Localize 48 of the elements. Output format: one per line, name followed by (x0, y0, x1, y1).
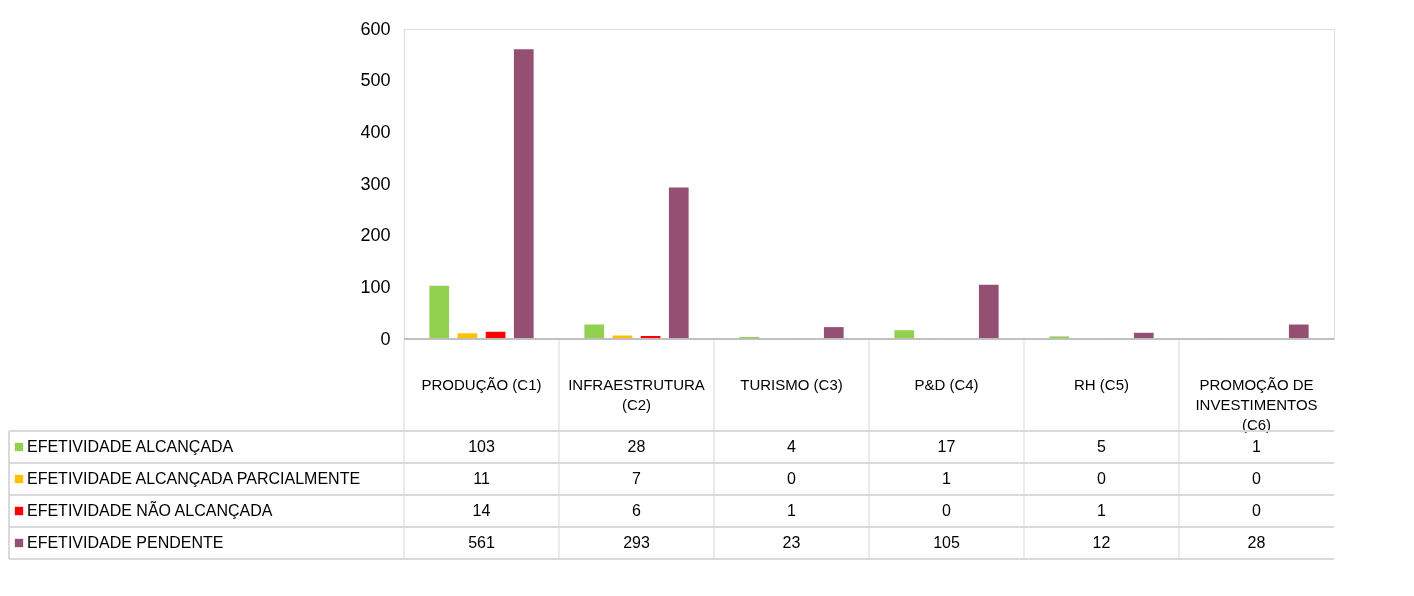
data-label: 6 (632, 502, 642, 519)
x-tick-label: INFRAESTRUTURA (C2) (568, 376, 705, 413)
x-tick-label: P&D (C4) (914, 376, 979, 393)
data-label: 0 (1097, 470, 1107, 487)
data-label: 5 (1097, 438, 1107, 455)
y-tick-label: 400 (360, 121, 391, 142)
data-label: 0 (1252, 502, 1262, 519)
y-tick-label: 500 (360, 70, 391, 91)
legend-label: EFETIVIDADE ALCANÇADA (27, 438, 234, 455)
data-label: 14 (472, 502, 491, 519)
data-label: 1 (787, 502, 797, 519)
bar (584, 324, 605, 339)
y-tick-label: 300 (360, 173, 391, 194)
bar (894, 330, 915, 339)
data-label: 0 (787, 470, 797, 487)
x-tick-label: PRODUÇÃO (C1) (421, 376, 542, 393)
bar (513, 49, 534, 339)
data-label: 0 (1252, 470, 1262, 487)
data-label: 7 (632, 470, 642, 487)
data-label: 561 (468, 534, 495, 551)
data-label: 17 (937, 438, 956, 455)
data-label: 4 (787, 438, 797, 455)
data-label: 23 (782, 534, 801, 551)
data-label: 0 (942, 502, 952, 519)
data-label: 11 (473, 470, 490, 487)
x-tick-label: RH (C5) (1074, 376, 1129, 393)
data-label: 105 (933, 534, 960, 551)
legend-label: EFETIVIDADE NÃO ALCANÇADA (27, 500, 273, 519)
bar (429, 285, 450, 339)
legend-label: EFETIVIDADE PENDENTE (27, 534, 224, 551)
data-label: 1 (1252, 438, 1262, 455)
x-tick-label: TURISMO (C3) (740, 376, 843, 393)
bar (668, 187, 689, 339)
data-label: 1 (942, 470, 952, 487)
bar (1288, 324, 1309, 339)
bar (823, 327, 844, 339)
data-label: 103 (468, 438, 495, 455)
data-label: 28 (627, 438, 646, 455)
y-tick-label: 600 (360, 18, 391, 39)
data-label: 293 (623, 534, 650, 551)
data-label: 12 (1092, 534, 1111, 551)
bar (978, 284, 999, 339)
y-tick-label: 200 (360, 225, 391, 246)
data-label: 1 (1097, 502, 1107, 519)
legend-label: EFETIVIDADE ALCANÇADA PARCIALMENTE (27, 470, 361, 487)
y-tick-label: 100 (360, 276, 391, 297)
data-label: 28 (1247, 534, 1266, 551)
y-tick-label: 0 (380, 328, 391, 349)
